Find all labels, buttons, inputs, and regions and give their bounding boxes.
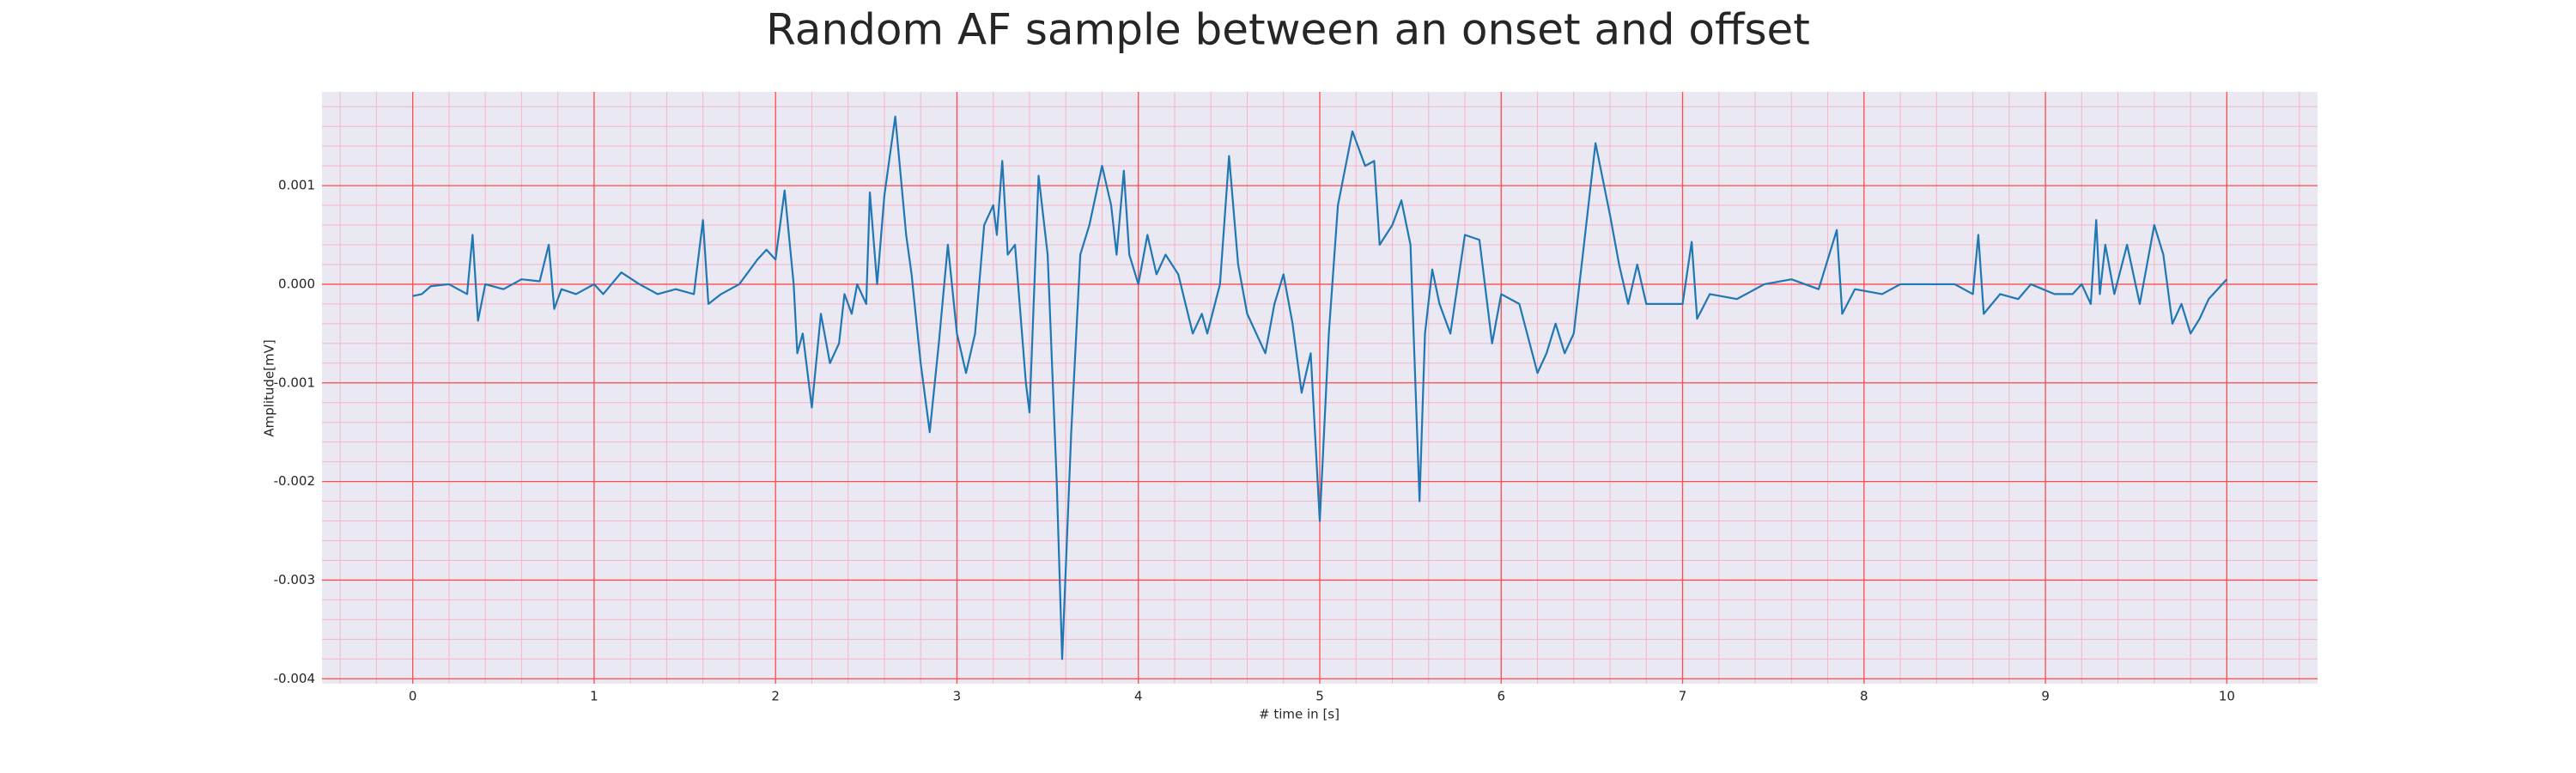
signal-line: [412, 115, 2228, 660]
x-tick-label: 0: [409, 689, 417, 704]
x-tick-label: 4: [1134, 689, 1143, 704]
x-tick-label: 7: [1679, 689, 1687, 704]
chart-title: Random AF sample between an onset and of…: [766, 5, 1810, 55]
y-tick-label: 0.001: [278, 178, 315, 193]
x-tick-label: 3: [953, 689, 962, 704]
x-tick-label: 1: [590, 689, 598, 704]
x-axis-label: # time in [s]: [1259, 707, 1340, 722]
y-axis-label: Amplitude[mV]: [262, 339, 277, 436]
y-tick-label: -0.002: [274, 473, 315, 489]
y-tick-label: -0.003: [274, 572, 315, 587]
y-tick-label: 0.000: [278, 276, 315, 291]
x-tick-label: 5: [1315, 689, 1324, 704]
x-tick-label: 8: [1860, 689, 1868, 704]
x-tick-label: 9: [2041, 689, 2050, 704]
x-tick-label: 6: [1497, 689, 1505, 704]
y-tick-label: -0.004: [274, 671, 315, 686]
x-tick-label: 2: [771, 689, 780, 704]
x-tick-label: 10: [2219, 689, 2235, 704]
y-tick-label: -0.001: [274, 374, 315, 390]
